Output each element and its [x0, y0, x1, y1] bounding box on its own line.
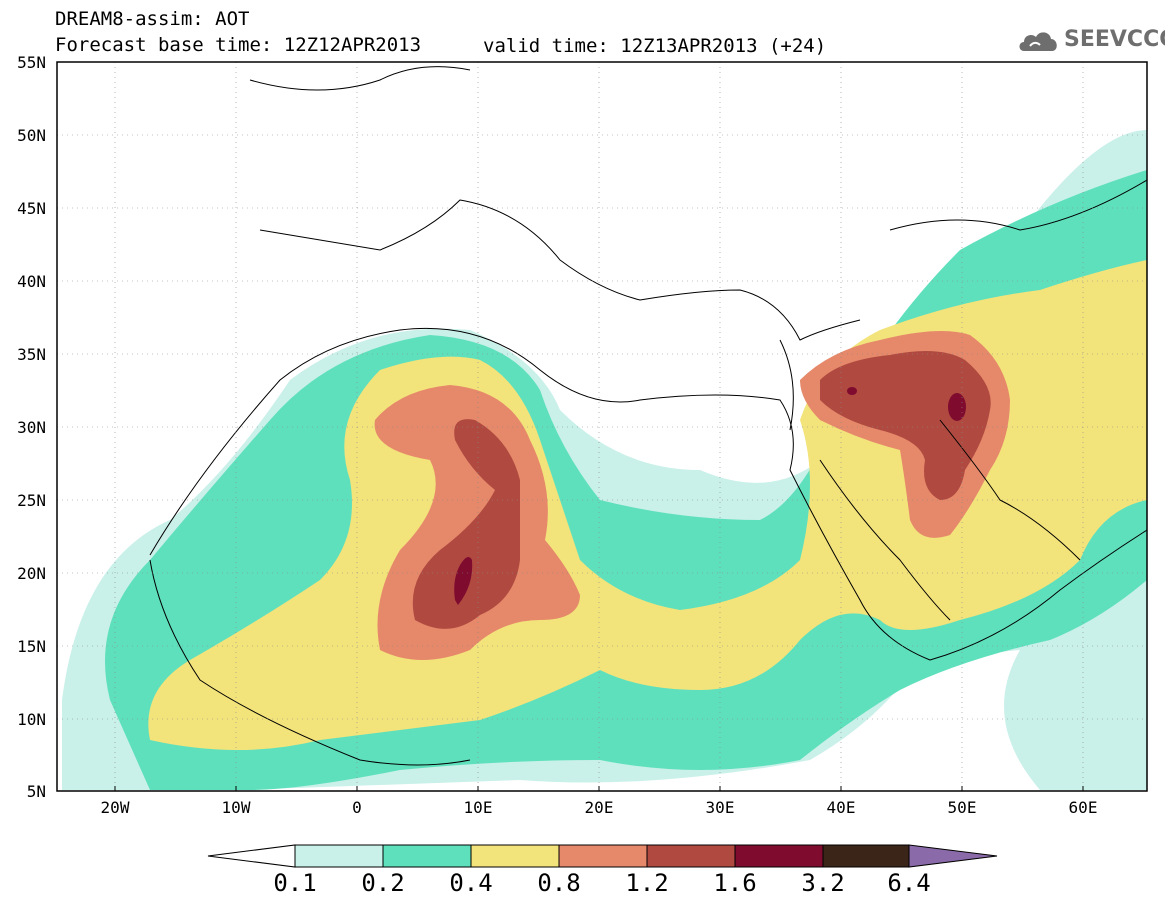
colorbar-swatch-1: [294, 844, 384, 868]
lat-label: 55N: [17, 53, 46, 72]
lat-label: 5N: [26, 782, 46, 801]
colorbar-swatch-5: [646, 844, 736, 868]
colorbar-swatch-6: [734, 844, 824, 868]
aot-contour-1.6-iraq: [948, 393, 966, 421]
coastlines: [149, 66, 1147, 766]
lat-label: 25N: [17, 491, 46, 510]
colorbar-swatch-2: [382, 844, 472, 868]
lat-label: 35N: [17, 345, 46, 364]
lon-label: 30E: [705, 798, 735, 817]
colorbar-label: 0.4: [449, 869, 493, 897]
forecast-base-time: Forecast base time: 12Z12APR2013: [55, 34, 422, 56]
colorbar-swatch-7: [822, 844, 910, 868]
lat-label: 10N: [17, 710, 46, 729]
valid-time: valid time: 12Z13APR2013 (+24): [483, 35, 827, 57]
lon-label: 20E: [584, 798, 614, 817]
aot-contour-1.6-jordan: [847, 387, 857, 395]
lon-label: 0: [352, 798, 362, 817]
colorbar-label: 6.4: [887, 869, 931, 897]
colorbar-label: 0.2: [361, 869, 405, 897]
colorbar-label: 0.1: [273, 869, 317, 897]
lat-label: 40N: [17, 272, 46, 291]
lon-label: 40E: [826, 798, 856, 817]
cloud-icon: [1019, 32, 1057, 51]
lat-label: 30N: [17, 418, 46, 437]
lon-label: 10E: [463, 798, 493, 817]
chart-title: DREAM8-assim: AOT: [55, 8, 250, 30]
colorbar-high-arrow: [908, 844, 998, 868]
lat-label: 20N: [17, 564, 46, 583]
colorbar-label: 1.6: [713, 869, 757, 897]
aot-contour-1.6-sahara: [454, 556, 473, 605]
seevccc-logo: SEEVCCC: [1064, 27, 1165, 52]
aot-contour-1.2-sahara: [412, 419, 520, 629]
lon-label: 60E: [1068, 798, 1098, 817]
lon-label: 10W: [221, 798, 251, 817]
lat-label: 45N: [17, 199, 46, 218]
lat-label: 15N: [17, 637, 46, 656]
lon-label: 50E: [947, 798, 977, 817]
colorbar-label: 0.8: [537, 869, 581, 897]
colorbar-label: 3.2: [801, 869, 845, 897]
colorbar-low-arrow: [207, 844, 296, 868]
colorbar: [207, 844, 998, 868]
lat-label: 50N: [17, 126, 46, 145]
lon-label: 20W: [100, 798, 130, 817]
plot-frame: [56, 61, 1148, 792]
colorbar-swatch-4: [558, 844, 648, 868]
colorbar-swatch-3: [470, 844, 560, 868]
aot-contour-1.2-mideast: [820, 351, 991, 500]
graticule: [57, 62, 1147, 791]
colorbar-label: 1.2: [625, 869, 669, 897]
